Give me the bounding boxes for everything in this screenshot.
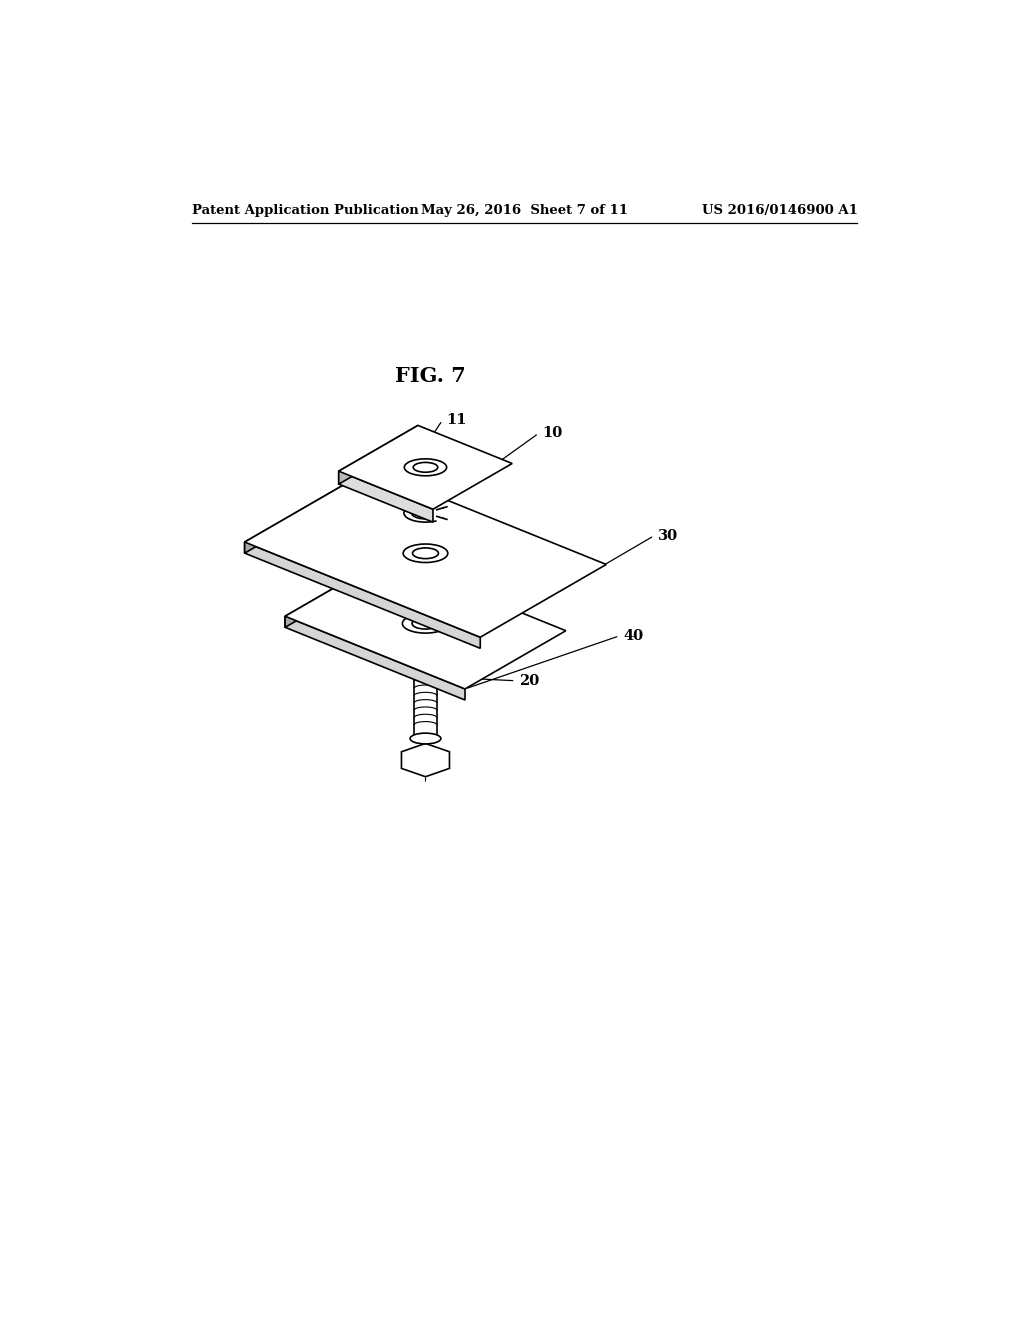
Ellipse shape (413, 548, 438, 558)
Ellipse shape (412, 618, 439, 630)
Ellipse shape (410, 733, 441, 744)
Text: 10: 10 (543, 426, 563, 441)
Text: 31: 31 (375, 569, 394, 583)
Polygon shape (285, 558, 386, 627)
Text: 40: 40 (624, 628, 643, 643)
Polygon shape (339, 425, 512, 510)
Polygon shape (245, 543, 480, 648)
Ellipse shape (402, 614, 449, 634)
Ellipse shape (403, 544, 447, 562)
Text: 50: 50 (330, 579, 350, 594)
Polygon shape (285, 558, 566, 689)
Polygon shape (245, 470, 606, 638)
Bar (414, 639, 437, 738)
Text: 30: 30 (658, 529, 678, 543)
Text: 50: 50 (330, 502, 350, 516)
Ellipse shape (414, 635, 437, 643)
Text: May 26, 2016  Sheet 7 of 11: May 26, 2016 Sheet 7 of 11 (421, 205, 629, 218)
Ellipse shape (414, 462, 437, 473)
Polygon shape (401, 743, 450, 776)
Text: FIG. 7: FIG. 7 (395, 366, 466, 385)
Text: US 2016/0146900 A1: US 2016/0146900 A1 (701, 205, 857, 218)
Text: 41: 41 (442, 660, 463, 673)
Polygon shape (339, 425, 418, 484)
Polygon shape (285, 616, 465, 700)
Text: 11: 11 (446, 413, 467, 428)
Polygon shape (245, 470, 371, 553)
Text: Patent Application Publication: Patent Application Publication (193, 205, 419, 218)
Text: 20: 20 (519, 673, 540, 688)
Polygon shape (339, 471, 433, 523)
Ellipse shape (404, 459, 446, 475)
